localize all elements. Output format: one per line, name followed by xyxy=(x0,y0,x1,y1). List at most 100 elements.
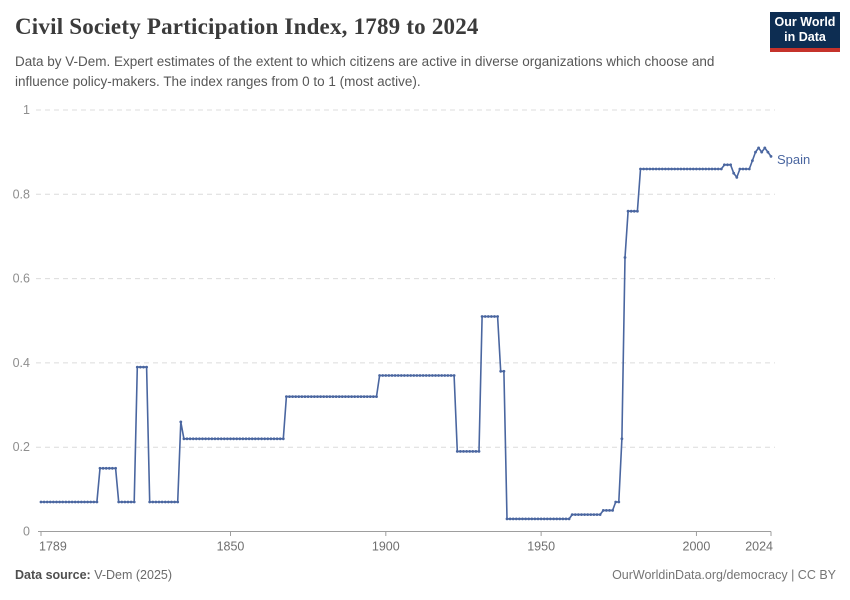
data-point-marker xyxy=(660,167,664,171)
data-point-marker xyxy=(313,395,316,398)
x-axis-tick-label: 1950 xyxy=(527,540,555,554)
data-point-marker xyxy=(657,167,661,171)
data-point-marker xyxy=(741,167,745,171)
data-point-marker xyxy=(695,167,698,171)
y-axis-tick-label: 1 xyxy=(23,103,30,117)
data-point-marker xyxy=(564,517,568,521)
y-axis-tick-label: 0.8 xyxy=(13,187,30,201)
data-point-marker xyxy=(126,500,130,504)
data-point-marker xyxy=(493,315,496,318)
owid-cc-by-link[interactable]: OurWorldinData.org/democracy | CC BY xyxy=(612,568,836,582)
data-point-marker xyxy=(344,395,347,398)
data-point-marker xyxy=(685,167,689,171)
data-point-marker xyxy=(642,167,645,171)
data-point-marker xyxy=(229,437,232,441)
data-point-marker xyxy=(285,395,288,398)
data-point-marker xyxy=(111,466,114,470)
data-point-marker xyxy=(567,517,571,521)
data-point-marker xyxy=(198,437,201,441)
page-subtitle: Data by V-Dem. Expert estimates of the e… xyxy=(15,54,715,89)
data-point-marker xyxy=(319,395,322,398)
data-point-marker xyxy=(353,395,357,398)
data-point-marker xyxy=(682,167,686,171)
data-point-marker xyxy=(45,500,49,504)
data-point-marker xyxy=(670,167,673,171)
data-point-marker xyxy=(201,437,204,441)
data-point-marker xyxy=(505,517,509,521)
data-point-marker xyxy=(173,500,177,504)
data-point-marker xyxy=(83,500,86,504)
data-point-marker xyxy=(490,315,493,318)
data-point-marker xyxy=(58,500,61,504)
data-point-marker xyxy=(101,466,105,470)
data-point-marker xyxy=(86,500,89,504)
spain-series-line xyxy=(41,147,772,520)
data-point-marker xyxy=(381,374,385,377)
data-point-marker xyxy=(573,513,577,516)
data-point-marker xyxy=(129,500,133,504)
data-point-marker xyxy=(707,167,711,171)
owid-logo[interactable]: Our World in Data xyxy=(770,12,840,52)
data-point-marker xyxy=(701,167,705,171)
data-point-marker xyxy=(235,437,239,441)
data-point-marker xyxy=(577,513,580,516)
data-point-marker xyxy=(648,167,652,171)
data-point-marker xyxy=(291,395,294,398)
data-point-marker xyxy=(253,437,257,441)
data-point-marker xyxy=(257,437,260,441)
data-point-marker xyxy=(583,513,586,516)
data-point-marker xyxy=(704,167,708,171)
y-axis-tick-label: 0.2 xyxy=(13,440,30,454)
data-point-marker xyxy=(347,395,350,398)
data-point-marker xyxy=(157,500,161,504)
data-point-marker xyxy=(337,395,341,398)
data-point-marker xyxy=(645,167,649,171)
data-point-marker xyxy=(763,146,767,150)
data-point-marker xyxy=(676,167,680,171)
data-point-marker xyxy=(275,437,279,441)
data-point-marker xyxy=(530,517,534,521)
data-point-marker xyxy=(139,365,142,369)
data-point-marker xyxy=(406,374,409,377)
data-point-marker xyxy=(716,167,720,171)
x-axis-tick-label: 1850 xyxy=(217,540,245,554)
data-point-marker xyxy=(757,146,760,150)
data-point-marker xyxy=(518,517,521,521)
data-point-marker xyxy=(729,163,732,167)
data-point-marker xyxy=(664,167,667,171)
data-point-marker xyxy=(210,437,214,441)
data-point-marker xyxy=(636,209,639,213)
data-point-marker xyxy=(626,209,630,213)
x-axis-tick-label: 2024 xyxy=(745,540,773,554)
data-point-marker xyxy=(163,500,167,504)
data-point-marker xyxy=(188,437,192,441)
series-label-spain[interactable]: Spain xyxy=(777,152,811,167)
data-point-marker xyxy=(300,395,304,398)
data-point-marker xyxy=(673,167,677,171)
data-point-marker xyxy=(148,500,152,504)
data-point-marker xyxy=(605,509,608,512)
data-point-marker xyxy=(639,167,642,171)
data-point-marker xyxy=(533,517,537,521)
data-point-marker xyxy=(238,437,242,441)
data-point-marker xyxy=(427,374,431,377)
data-point-marker xyxy=(555,517,559,521)
data-point-marker xyxy=(303,395,307,398)
data-point-marker xyxy=(322,395,326,398)
data-point-marker xyxy=(409,374,413,377)
data-point-marker xyxy=(611,509,614,512)
data-point-marker xyxy=(396,374,400,377)
data-point-marker xyxy=(142,365,145,369)
data-point-marker xyxy=(114,466,117,470)
data-point-marker xyxy=(359,395,363,398)
data-point-marker xyxy=(306,395,310,398)
data-point-marker xyxy=(334,395,338,398)
owid-logo-line1: Our World xyxy=(774,15,836,29)
data-point-marker xyxy=(278,437,282,441)
data-point-marker xyxy=(598,513,602,516)
data-point-marker xyxy=(608,509,611,512)
data-point-marker xyxy=(89,500,93,504)
data-point-marker xyxy=(726,163,729,167)
